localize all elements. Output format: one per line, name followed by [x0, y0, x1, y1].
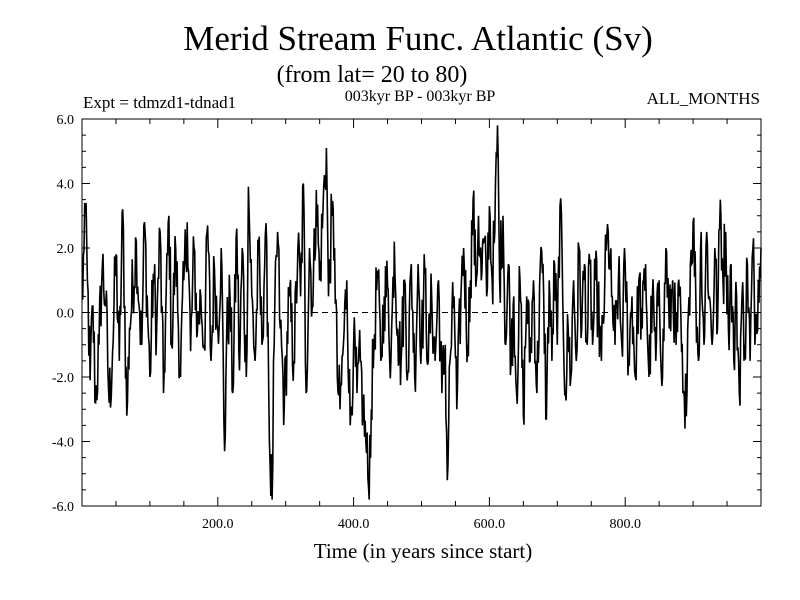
y-tick-label: -6.0: [52, 500, 74, 515]
x-axis-label: Time (in years since start): [314, 539, 533, 563]
chart-subtitle: (from lat= 20 to 80): [277, 62, 468, 88]
y-tick-label: 2.0: [57, 242, 75, 257]
experiment-label: Expt = tdmzd1-tdnad1: [83, 93, 236, 112]
y-tick-label: -4.0: [52, 436, 74, 451]
x-tick-label: 800.0: [609, 517, 641, 532]
x-tick-label: 200.0: [202, 517, 234, 532]
y-tick-label: 6.0: [57, 113, 75, 128]
x-tick-label: 600.0: [474, 517, 506, 532]
x-tick-label: 400.0: [338, 517, 370, 532]
series-line: [81, 125, 762, 500]
period-label: 003kyr BP - 003kyr BP: [345, 88, 496, 105]
chart-title: Merid Stream Func. Atlantic (Sv): [183, 19, 653, 58]
y-tick-label: 0.0: [57, 307, 75, 322]
months-label: ALL_MONTHS: [647, 89, 760, 108]
y-axis: -6.0 -4.0 -2.0 0.0 2.0 4.0 6.0: [52, 113, 761, 515]
x-axis: 200.0 400.0 600.0 800.0: [115, 119, 728, 532]
y-tick-label: -2.0: [52, 371, 74, 386]
y-tick-label: 4.0: [57, 178, 75, 193]
